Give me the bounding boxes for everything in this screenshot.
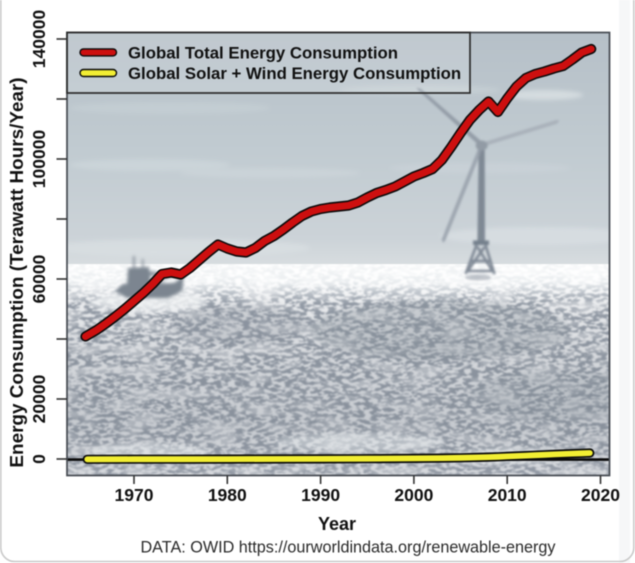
- svg-text:2020: 2020: [581, 485, 620, 505]
- svg-text:20000: 20000: [29, 374, 49, 423]
- svg-text:100000: 100000: [29, 130, 49, 189]
- svg-text:DATA: OWID https://ourworldind: DATA: OWID https://ourworldindata.org/re…: [140, 539, 556, 557]
- svg-text:140000: 140000: [29, 10, 49, 69]
- svg-text:1970: 1970: [115, 485, 154, 505]
- svg-text:60000: 60000: [29, 254, 49, 303]
- svg-text:Global Total Energy Consumptio: Global Total Energy Consumption: [128, 44, 398, 63]
- svg-text:2010: 2010: [488, 485, 527, 505]
- svg-text:1990: 1990: [301, 485, 340, 505]
- svg-text:0: 0: [29, 454, 49, 464]
- svg-text:2000: 2000: [394, 485, 433, 505]
- svg-text:1980: 1980: [208, 485, 247, 505]
- svg-text:Global Solar + Wind Energy Con: Global Solar + Wind Energy Consumption: [128, 64, 461, 83]
- svg-text:Energy Consumption (Terawatt H: Energy Consumption (Terawatt Hours/Year): [7, 77, 28, 467]
- svg-text:Year: Year: [318, 514, 356, 534]
